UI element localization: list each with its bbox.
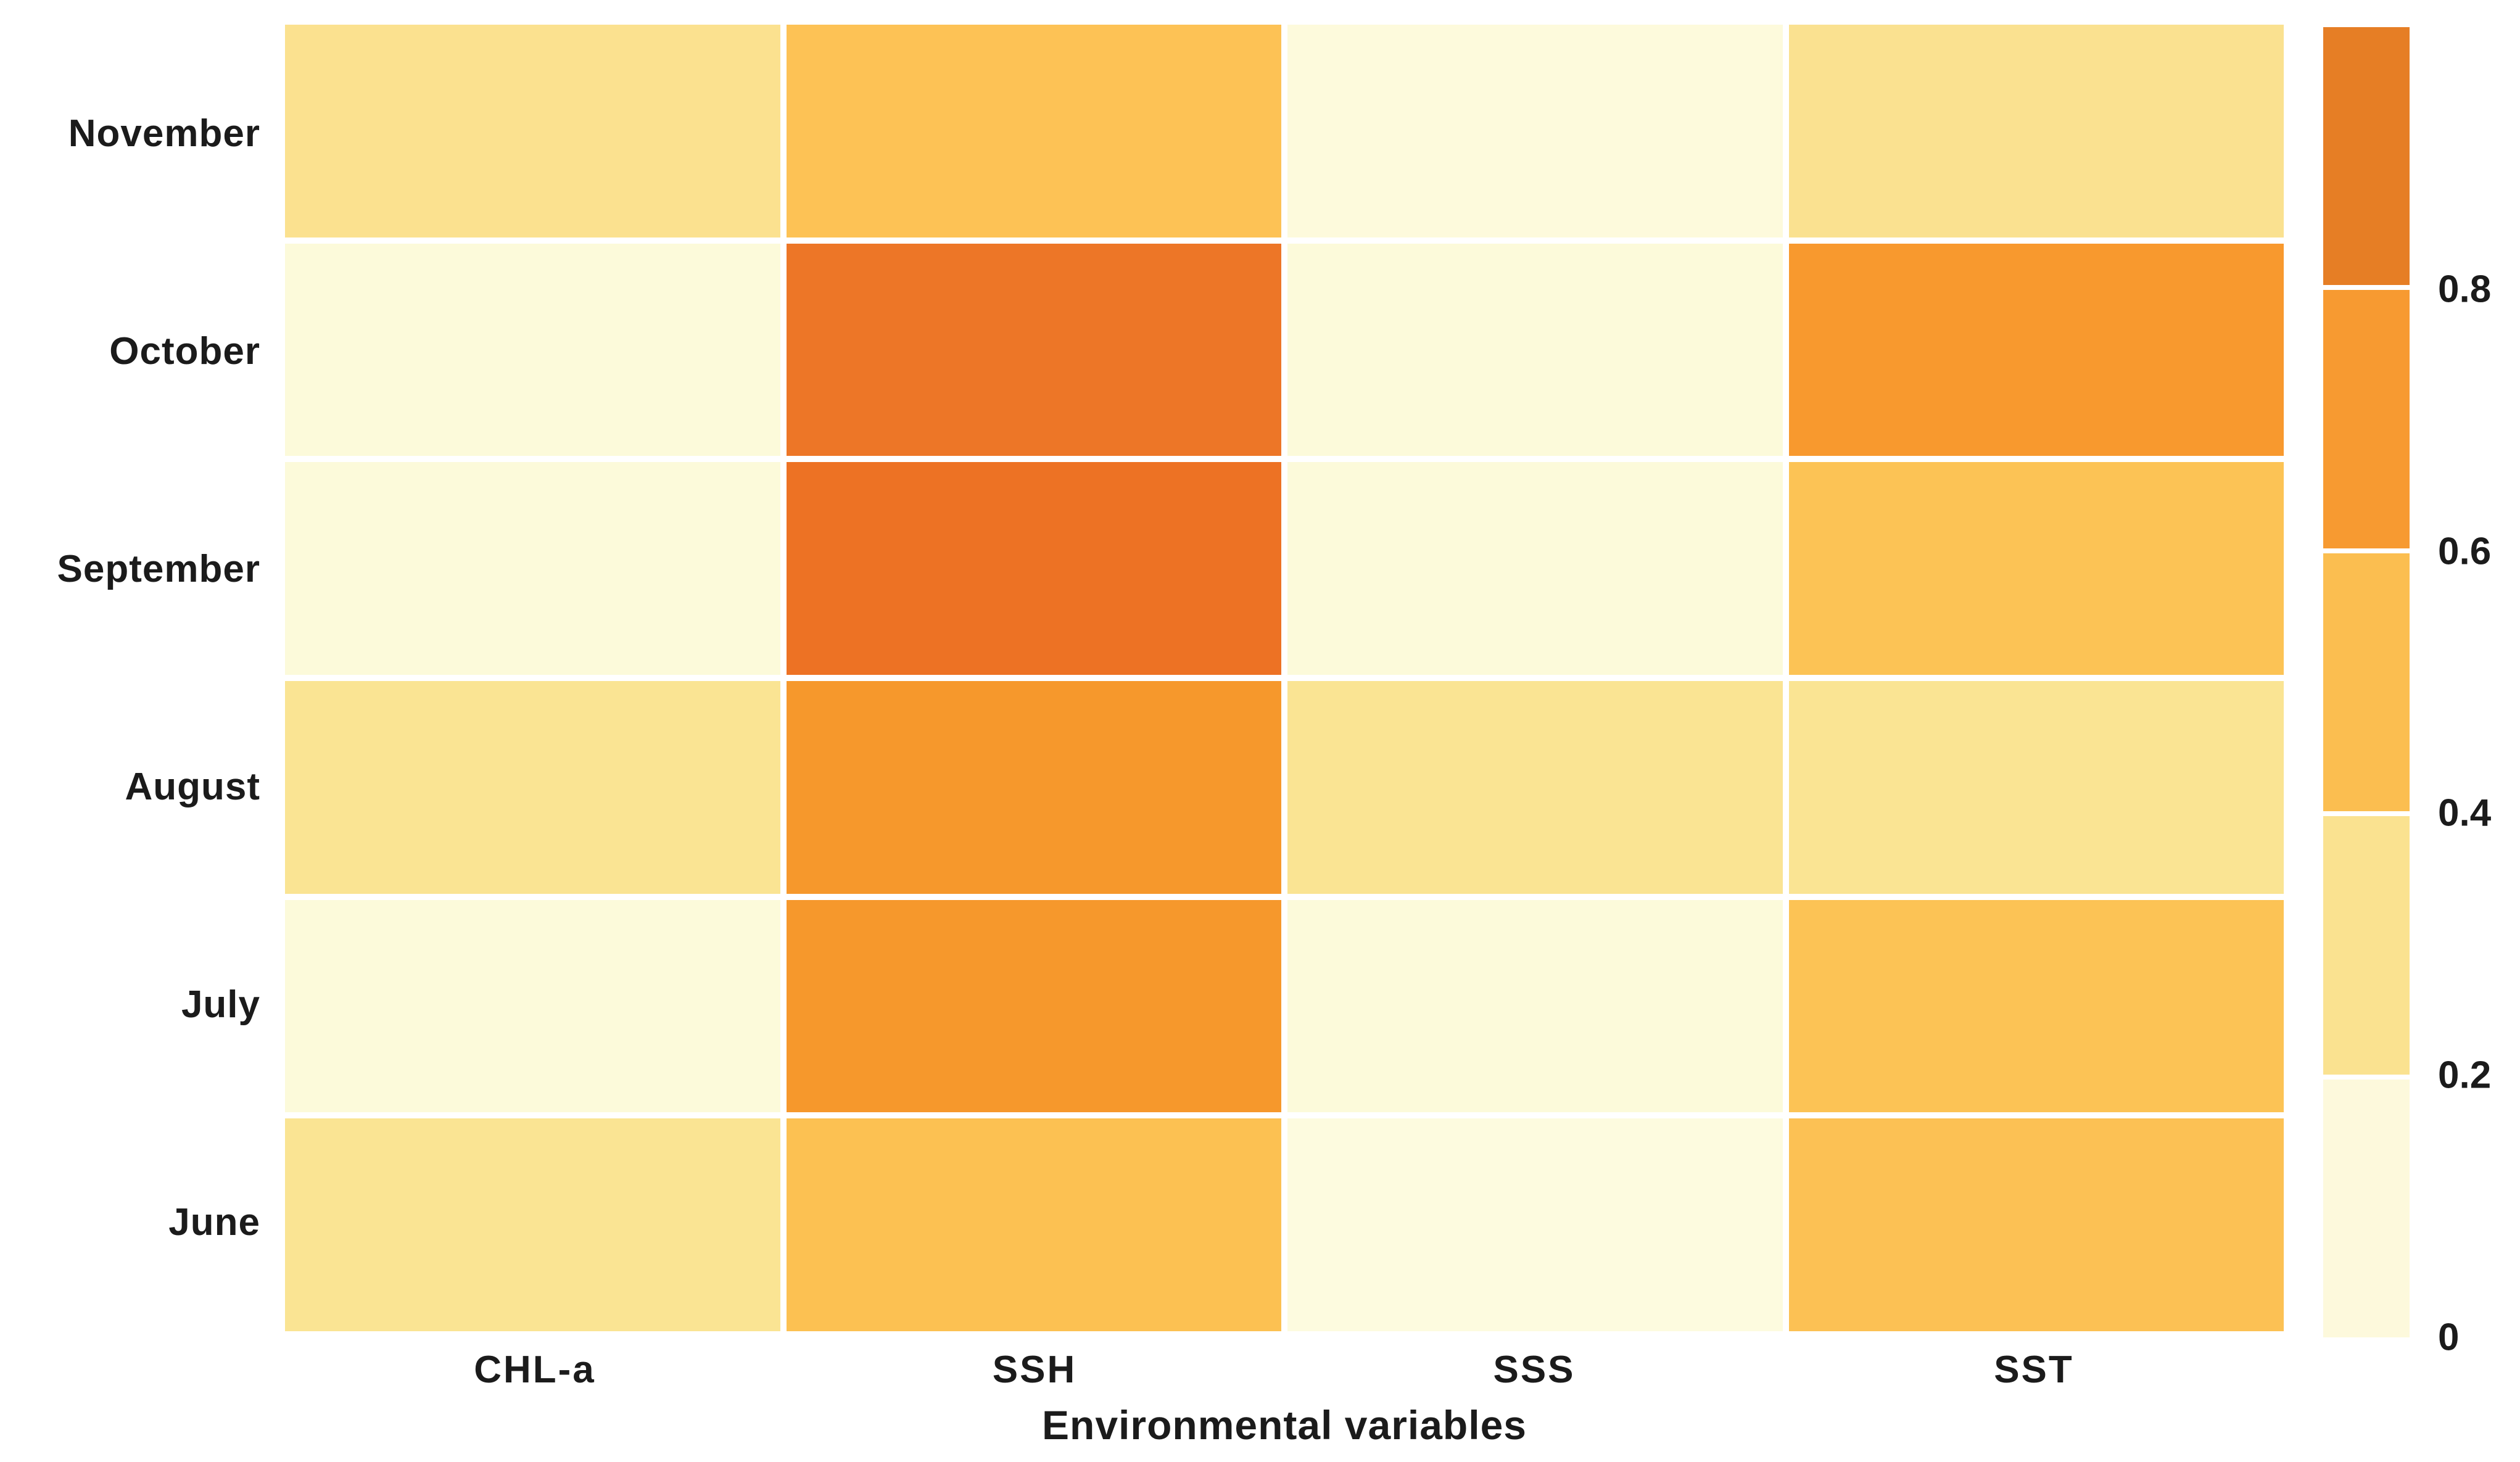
heatmap-cell bbox=[285, 899, 780, 1113]
y-axis-tick-label: July bbox=[181, 983, 260, 1026]
heatmap-cell bbox=[1287, 1118, 1783, 1331]
x-axis-tick-label: SST bbox=[1994, 1348, 2074, 1391]
heatmap-cell bbox=[285, 462, 780, 675]
heatmap-cell bbox=[1788, 899, 2284, 1113]
heatmap-cell bbox=[786, 1118, 1281, 1331]
heatmap-cell bbox=[1287, 25, 1783, 237]
heatmap-cell bbox=[1287, 680, 1783, 894]
heatmap-cell bbox=[1287, 899, 1783, 1113]
heatmap-cell bbox=[285, 680, 780, 894]
heatmap-cell bbox=[786, 243, 1281, 456]
heatmap-cell bbox=[285, 1118, 780, 1331]
colorbar-tick-label: 0 bbox=[2438, 1316, 2460, 1359]
heatmap-grid bbox=[285, 25, 2284, 1331]
colorbar bbox=[2323, 27, 2410, 1338]
heatmap-cell bbox=[786, 462, 1281, 675]
heatmap-cell bbox=[1788, 680, 2284, 894]
heatmap-cell bbox=[786, 680, 1281, 894]
heatmap-cell bbox=[1788, 462, 2284, 675]
x-axis-tick-label: SSH bbox=[992, 1348, 1077, 1391]
x-axis-labels: CHL-a SSH SSS SST bbox=[285, 1339, 2284, 1400]
colorbar-tick-label: 0.4 bbox=[2438, 791, 2492, 835]
y-axis-tick-label: September bbox=[57, 548, 260, 590]
colorbar-tick-label: 0.8 bbox=[2438, 268, 2492, 311]
heatmap-cell bbox=[1788, 1118, 2284, 1331]
heatmap-cell bbox=[1788, 243, 2284, 456]
heatmap-cell bbox=[285, 243, 780, 456]
y-axis-tick-label: October bbox=[109, 330, 260, 373]
x-axis-tick-label: SSS bbox=[1493, 1348, 1576, 1391]
heatmap-cell bbox=[786, 25, 1281, 237]
colorbar-segment bbox=[2323, 27, 2410, 286]
heatmap-cell bbox=[1287, 243, 1783, 456]
y-axis-tick-label: November bbox=[68, 112, 260, 155]
colorbar-segment bbox=[2323, 1079, 2410, 1338]
colorbar-tick-label: 0.6 bbox=[2438, 530, 2492, 573]
colorbar-segment bbox=[2323, 816, 2410, 1075]
heatmap-cell bbox=[1287, 462, 1783, 675]
colorbar-segment bbox=[2323, 553, 2410, 812]
colorbar-tick-label: 0.2 bbox=[2438, 1054, 2492, 1097]
x-axis-title: Environmental variables bbox=[1042, 1402, 1527, 1448]
heatmap-cell bbox=[786, 899, 1281, 1113]
y-axis-tick-label: June bbox=[168, 1201, 260, 1244]
x-axis-tick-label: CHL-a bbox=[474, 1348, 596, 1391]
y-axis-labels: November October September August July June bbox=[0, 25, 271, 1331]
heatmap-cell bbox=[285, 25, 780, 237]
colorbar-segment bbox=[2323, 290, 2410, 548]
y-axis-tick-label: August bbox=[125, 766, 260, 808]
heatmap-cell bbox=[1788, 25, 2284, 237]
